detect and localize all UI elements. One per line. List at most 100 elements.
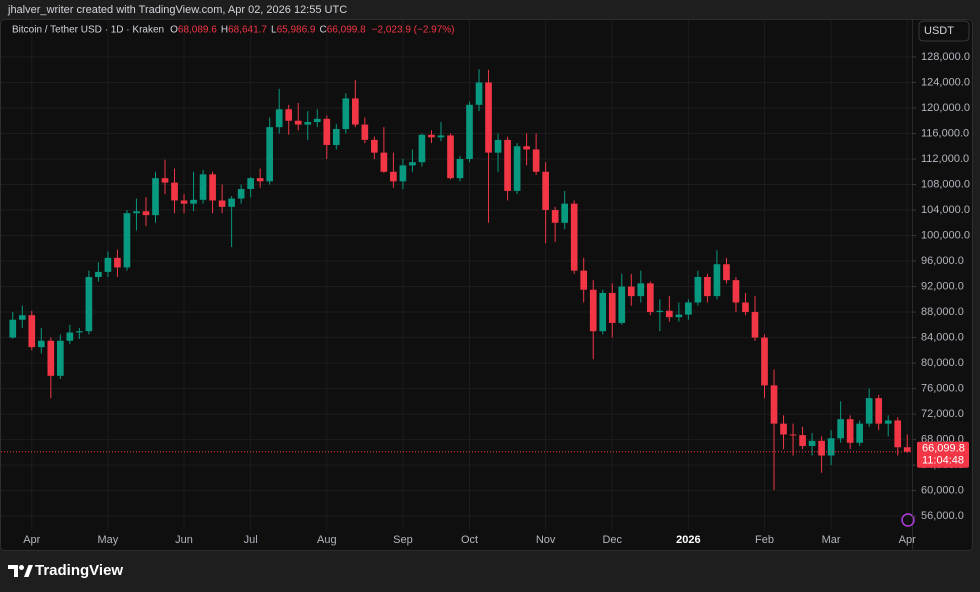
candle-body: [437, 135, 445, 138]
candle-body: [399, 165, 407, 182]
y-tick-label: 56,000.0: [921, 510, 964, 522]
candle-body: [656, 310, 664, 313]
candle-body: [466, 104, 473, 160]
candle-body: [285, 109, 293, 121]
ohlc-key: L: [271, 25, 277, 36]
x-tick-label: Apr: [23, 534, 40, 546]
candle-body: [418, 134, 426, 163]
candle-body: [818, 440, 825, 456]
x-tick-label: Mar: [822, 534, 841, 546]
x-tick-label: Feb: [755, 534, 774, 546]
candle-body: [323, 118, 331, 145]
candle-body: [637, 283, 645, 297]
candle-body: [428, 134, 435, 138]
candle-body: [123, 213, 131, 268]
candle-body: [770, 385, 778, 424]
candle-body: [675, 314, 683, 318]
candle-body: [475, 82, 483, 105]
candle-body: [666, 310, 673, 318]
x-tick-label: Nov: [536, 534, 556, 546]
candle-body: [218, 200, 226, 207]
candle-body: [190, 199, 197, 204]
y-tick-label: 96,000.0: [921, 255, 964, 267]
candle-body: [361, 124, 369, 140]
y-tick-label: 72,000.0: [921, 408, 964, 420]
candle-body: [237, 188, 245, 199]
ohlc-key: O: [170, 25, 178, 36]
candle-body: [37, 340, 45, 348]
ohlc-value: 68,089.6: [178, 25, 217, 36]
candle-body: [542, 171, 549, 211]
candle-body: [209, 174, 216, 201]
candle-body: [580, 270, 588, 290]
price-tag: [917, 441, 969, 468]
y-tick-label: 104,000.0: [921, 204, 970, 216]
candle-body: [275, 109, 283, 128]
candle-body: [523, 146, 530, 150]
candle-body: [114, 257, 121, 268]
candle-body: [570, 203, 578, 271]
y-tick-label: 124,000.0: [921, 76, 970, 88]
candle-body: [494, 139, 502, 153]
y-tick-label: 84,000.0: [921, 331, 964, 343]
candles: [9, 69, 911, 490]
candle-body: [447, 135, 454, 179]
currency: USDT: [924, 25, 954, 37]
candle-body: [751, 312, 759, 338]
candle-body: [390, 171, 397, 182]
candle-body: [694, 276, 702, 303]
candle-body: [799, 435, 806, 446]
candle-body: [380, 152, 388, 172]
candle-body: [894, 420, 902, 448]
ohlc-key: H: [221, 25, 228, 36]
candle-body: [9, 319, 17, 338]
candle-body: [161, 178, 169, 183]
candle-body: [589, 289, 597, 332]
logo-mark: [19, 565, 24, 570]
candle-body: [485, 82, 492, 153]
candle-body: [875, 398, 883, 424]
candle-body: [371, 139, 378, 153]
x-tick-label: May: [98, 534, 119, 546]
candle-body: [599, 292, 607, 332]
logo-mark: [8, 565, 18, 577]
x-tick-label: Apr: [899, 534, 916, 546]
candle-body: [456, 159, 464, 179]
brand-logo: TradingView: [8, 562, 123, 579]
x-tick-label: Sep: [393, 534, 413, 546]
alert-icon[interactable]: [901, 513, 915, 527]
change: −2,023.9 (−2.97%): [372, 25, 455, 36]
candle-body: [827, 438, 835, 456]
candle-body: [342, 98, 350, 130]
candle-body: [409, 162, 416, 166]
candle-body: [685, 302, 692, 315]
candle-body: [171, 182, 178, 201]
brand: TradingView: [35, 562, 123, 579]
symbol-title: Bitcoin / Tether USD · 1D · Kraken: [12, 25, 164, 36]
y-tick-label: 60,000.0: [921, 485, 964, 497]
countdown: 11:04:48: [922, 455, 964, 467]
y-tick-label: 92,000.0: [921, 280, 964, 292]
candle-body: [256, 178, 264, 182]
candle-body: [47, 340, 55, 376]
candle-body: [104, 257, 112, 272]
candle-body: [66, 332, 74, 341]
y-tick-label: 128,000.0: [921, 51, 970, 63]
y-tick-label: 108,000.0: [921, 178, 970, 190]
candle-body: [28, 315, 36, 348]
y-tick-label: 100,000.0: [921, 229, 970, 241]
candle-body: [713, 264, 721, 297]
ohlc-value: 66,099.8: [327, 25, 366, 36]
y-tick-label: 120,000.0: [921, 102, 970, 114]
x-tick-label: Dec: [602, 534, 622, 546]
candle-body: [85, 276, 93, 332]
y-tick-label: 116,000.0: [921, 127, 969, 139]
ohlc-value: 65,986.9: [277, 25, 316, 36]
candle-body: [304, 122, 312, 125]
candle-body: [199, 174, 207, 200]
y-tick-label: 88,000.0: [921, 306, 964, 318]
currency-button[interactable]: [918, 20, 970, 42]
candle-body: [837, 419, 844, 439]
x-tick-label: Oct: [461, 534, 478, 546]
price-tag-label: 66,099.8: [922, 443, 965, 455]
